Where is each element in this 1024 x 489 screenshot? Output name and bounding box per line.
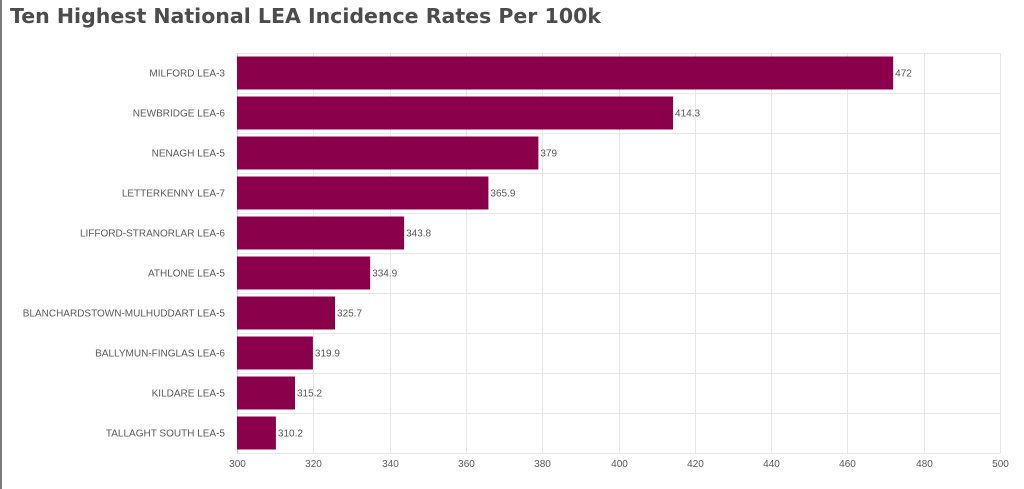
bar[interactable]: [237, 376, 295, 410]
bar[interactable]: [237, 336, 313, 370]
value-label: 414.3: [675, 109, 700, 120]
value-label: 365.9: [490, 189, 515, 200]
value-label: 334.9: [372, 269, 397, 280]
category-label: TALLAGHT SOUTH LEA-5: [106, 429, 226, 440]
value-labels: 472 414.3 379 365.9 343.8 334.9 325.7 319.9 315.…: [278, 69, 912, 440]
bar[interactable]: [237, 216, 405, 250]
x-tick-label: 360: [458, 459, 475, 470]
x-tick-label: 420: [687, 459, 704, 470]
category-label: BLANCHARDSTOWN-MULHUDDART LEA-5: [23, 309, 226, 320]
value-label: 379: [540, 149, 557, 160]
x-tick-label: 340: [382, 459, 399, 470]
category-label: LETTERKENNY LEA-7: [122, 189, 226, 200]
category-labels: MILFORD LEA-3 NEWBRIDGE LEA-6 NENAGH LEA-5…: [23, 69, 226, 440]
x-tick-label: 460: [839, 459, 856, 470]
category-label: BALLYMUN-FINGLAS LEA-6: [95, 349, 225, 360]
x-tick-label: 320: [305, 459, 322, 470]
category-label: ATHLONE LEA-5: [148, 269, 225, 280]
left-edge-rule: [0, 0, 2, 489]
bar[interactable]: [237, 56, 894, 90]
value-label: 319.9: [315, 349, 340, 360]
bar-layer: [237, 56, 894, 450]
category-label: LIFFORD-STRANORLAR LEA-6: [80, 229, 225, 240]
grid-layer: [237, 53, 1001, 454]
value-label: 325.7: [337, 309, 362, 320]
category-label: KILDARE LEA-5: [152, 389, 226, 400]
x-tick-label: 300: [229, 459, 246, 470]
value-label: 472: [895, 69, 912, 80]
bar[interactable]: [237, 176, 489, 210]
bar[interactable]: [237, 96, 674, 130]
bar[interactable]: [237, 136, 539, 170]
x-tick-label: 480: [916, 459, 933, 470]
category-label: NENAGH LEA-5: [152, 149, 226, 160]
category-label: MILFORD LEA-3: [149, 69, 225, 80]
value-label: 315.2: [297, 389, 322, 400]
x-tick-label: 380: [534, 459, 551, 470]
value-label: 343.8: [406, 229, 431, 240]
bar[interactable]: [237, 256, 371, 290]
value-label: 310.2: [278, 429, 303, 440]
x-tick-label: 440: [763, 459, 780, 470]
bar[interactable]: [237, 296, 336, 330]
x-tick-label: 500: [992, 459, 1009, 470]
bar[interactable]: [237, 416, 276, 450]
chart-title: Ten Highest National LEA Incidence Rates…: [10, 4, 601, 28]
x-tick-label: 400: [611, 459, 628, 470]
category-label: NEWBRIDGE LEA-6: [133, 109, 226, 120]
x-axis-ticks: 300 320 340 360 380 400 420 440 460 480 500: [229, 459, 1009, 470]
